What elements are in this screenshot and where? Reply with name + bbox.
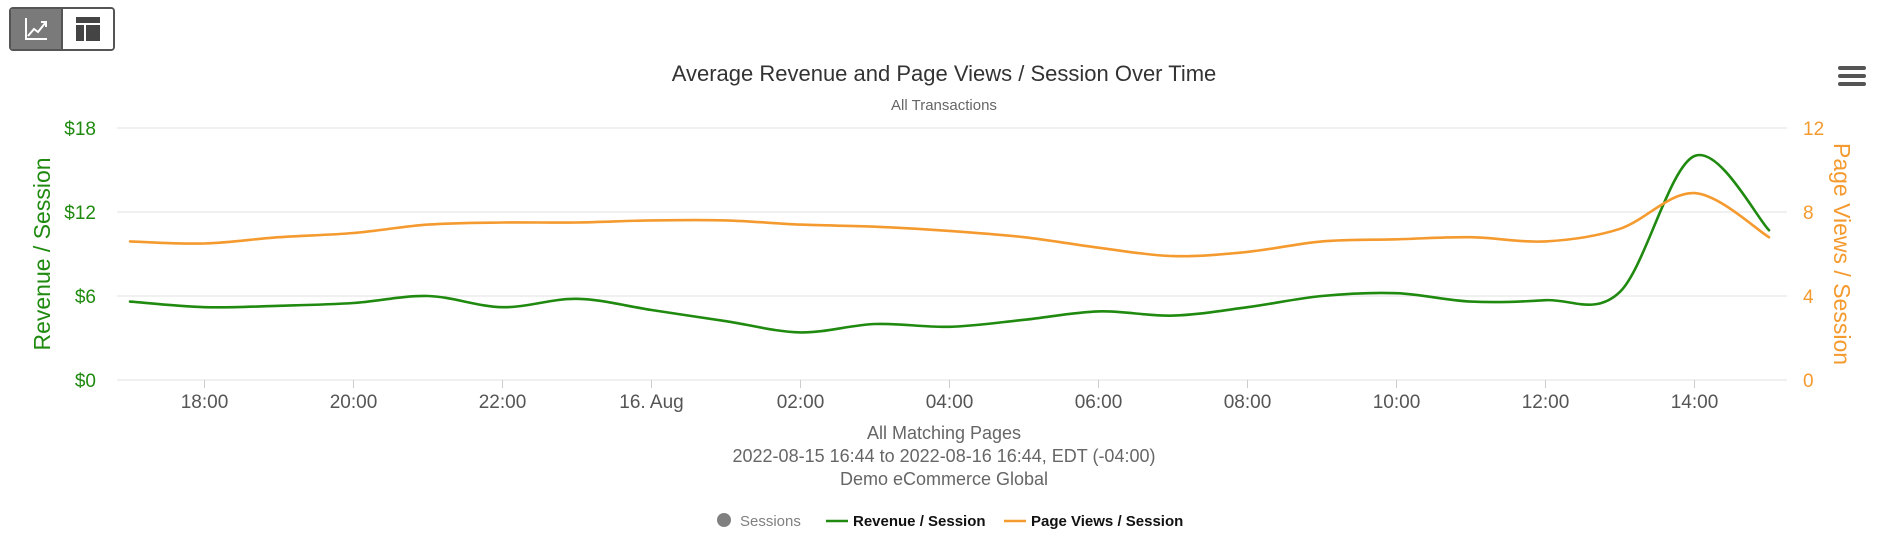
legend-item-pageviews[interactable]: Page Views / Session [1004,513,1183,530]
table-layout-icon [76,17,100,41]
y-right-tick-label: 12 [1803,119,1824,140]
legend-label-pageviews: Page Views / Session [1031,513,1183,530]
y-left-tick-label: $6 [75,287,96,308]
x-tick-label: 08:00 [1224,392,1272,413]
x-tick-label: 14:00 [1671,392,1719,413]
line-chart-icon [25,18,47,40]
y-axis-left: $0 $6 $12 $18 [64,119,96,392]
page-views-per-session-line [128,191,1771,258]
legend-item-sessions[interactable]: Sessions [717,513,801,530]
x-tick-label: 12:00 [1522,392,1570,413]
y-left-tick-label: $12 [64,203,96,224]
y-right-tick-label: 8 [1803,203,1814,224]
footer-line-2: 2022-08-15 16:44 to 2022-08-16 16:44, ED… [733,446,1156,466]
series-group [128,153,1771,334]
grid-lines [117,127,1787,381]
chart-subtitle: All Transactions [891,97,997,114]
table-view-button[interactable] [61,9,113,49]
y-axis-right: 0 4 8 12 [1803,119,1824,392]
footer-line-3: Demo eCommerce Global [840,469,1048,489]
hamburger-menu-icon[interactable] [1838,66,1866,90]
legend-label-revenue: Revenue / Session [853,513,986,530]
y-left-tick-label: $0 [75,371,96,392]
x-axis: 18:00 20:00 22:00 16. Aug 02:00 04:00 06:00 08:… [181,380,1719,413]
legend-item-revenue[interactable]: Revenue / Session [826,513,986,530]
x-tick-label: 10:00 [1373,392,1421,413]
x-tick-label: 22:00 [479,392,527,413]
y-right-tick-label: 4 [1803,287,1814,308]
view-toggle [9,7,115,51]
y-axis-right-label: Page Views / Session [1829,143,1855,365]
x-tick-label: 16. Aug [619,392,683,413]
legend: Sessions Revenue / Session Page Views / … [717,513,1183,530]
y-right-tick-label: 0 [1803,371,1814,392]
chart-title: Average Revenue and Page Views / Session… [672,61,1217,86]
legend-label-sessions: Sessions [740,513,801,530]
x-tick-label: 02:00 [777,392,825,413]
legend-marker-sessions [717,513,731,527]
x-tick-label: 06:00 [1075,392,1123,413]
y-axis-left-label: Revenue / Session [29,157,55,350]
x-tick-label: 18:00 [181,392,229,413]
revenue-per-session-line [128,153,1771,334]
x-tick-label: 20:00 [330,392,378,413]
footer-line-1: All Matching Pages [867,423,1021,443]
y-left-tick-label: $18 [64,119,96,140]
chart-view-button[interactable] [11,9,61,49]
x-tick-label: 04:00 [926,392,974,413]
